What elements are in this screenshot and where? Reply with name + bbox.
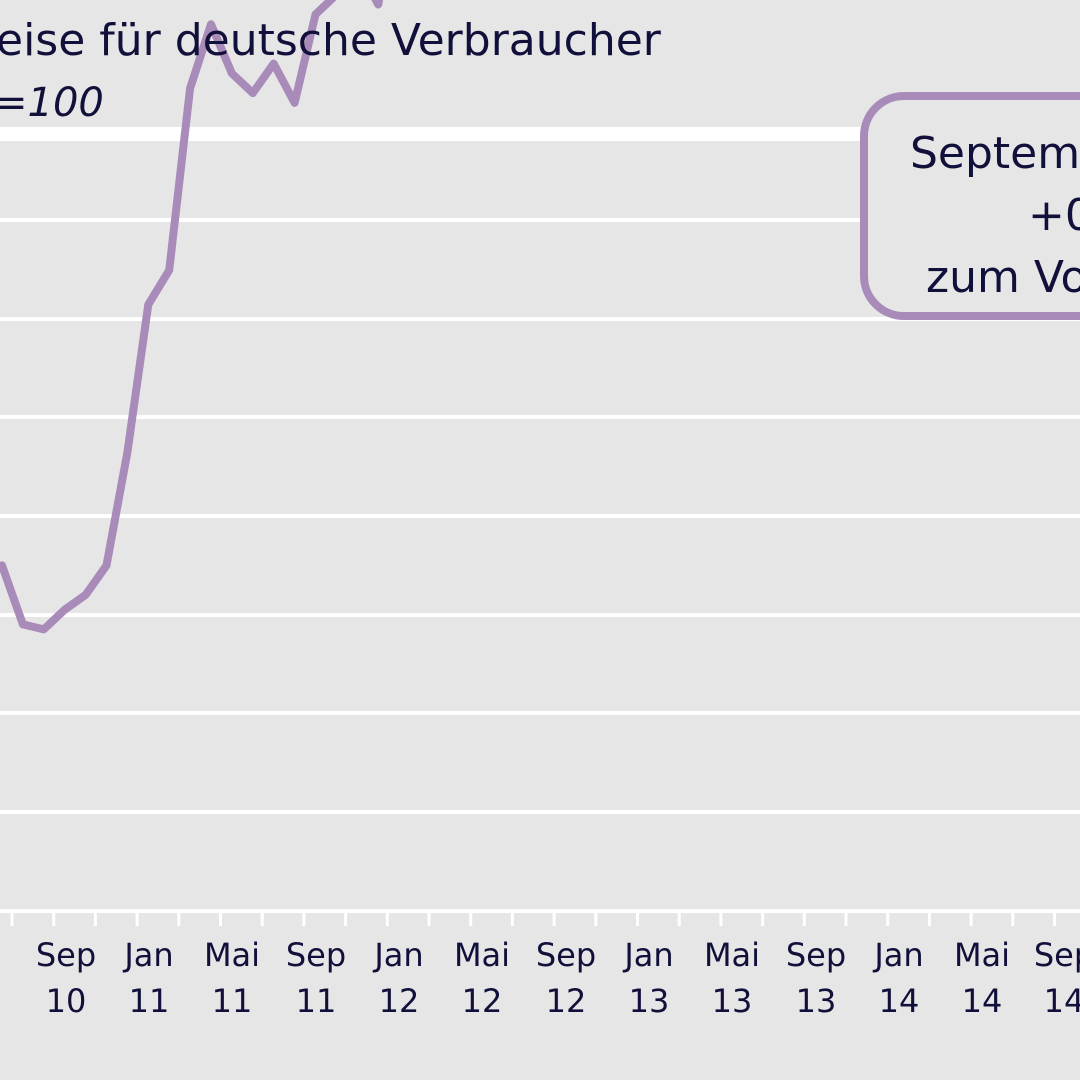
- x-tick-label-month: Jan: [872, 936, 923, 974]
- x-axis: aiSep10Jan11Mai11Sep11Jan12Mai12Sep12Jan…: [10, 911, 1080, 1020]
- x-tick-label-month: Mai: [454, 936, 510, 974]
- x-tick-label-year: 13: [629, 982, 670, 1020]
- callout-line-2: +0: [1028, 190, 1080, 241]
- x-tick-label-year: 12: [379, 982, 420, 1020]
- x-tick-label-year: 14: [1044, 982, 1080, 1020]
- callout-frame: [860, 92, 1080, 320]
- x-tick-label-month: Mai: [204, 936, 260, 974]
- x-tick-label-month: Sep: [786, 936, 846, 974]
- callout-line-3: zum Vo: [926, 252, 1080, 303]
- chart-title: eise für deutsche Verbraucher: [0, 15, 662, 66]
- x-tick-label-month: Sep: [286, 936, 346, 974]
- x-tick-label-month: Mai: [704, 936, 760, 974]
- x-tick-label-month: Jan: [622, 936, 673, 974]
- x-tick-label-month: Sep: [1034, 936, 1080, 974]
- x-tick-label-year: 12: [462, 982, 503, 1020]
- x-tick-label-year: 11: [129, 982, 170, 1020]
- x-tick-label-year: 14: [962, 982, 1003, 1020]
- x-tick-label-year: 11: [212, 982, 253, 1020]
- x-tick-label-year: 13: [712, 982, 753, 1020]
- x-tick-label-year: 10: [46, 982, 87, 1020]
- x-tick-label-year: 11: [296, 982, 337, 1020]
- x-tick-label-month: Sep: [536, 936, 596, 974]
- series-line: [0, 0, 384, 634]
- chart-subtitle: =100: [0, 80, 104, 126]
- x-tick-label-year: 13: [796, 982, 837, 1020]
- series-layer: [0, 0, 384, 634]
- callout-box: Septem +0 zum Vo: [860, 92, 1080, 320]
- x-tick-label-month: Jan: [372, 936, 423, 974]
- x-tick-label-year: 14: [879, 982, 920, 1020]
- x-tick-label-month: Jan: [122, 936, 173, 974]
- callout-line-1: Septem: [910, 128, 1080, 179]
- x-tick-label-year: 12: [546, 982, 587, 1020]
- x-tick-label-month: Mai: [954, 936, 1010, 974]
- x-tick-label-month: Sep: [36, 936, 96, 974]
